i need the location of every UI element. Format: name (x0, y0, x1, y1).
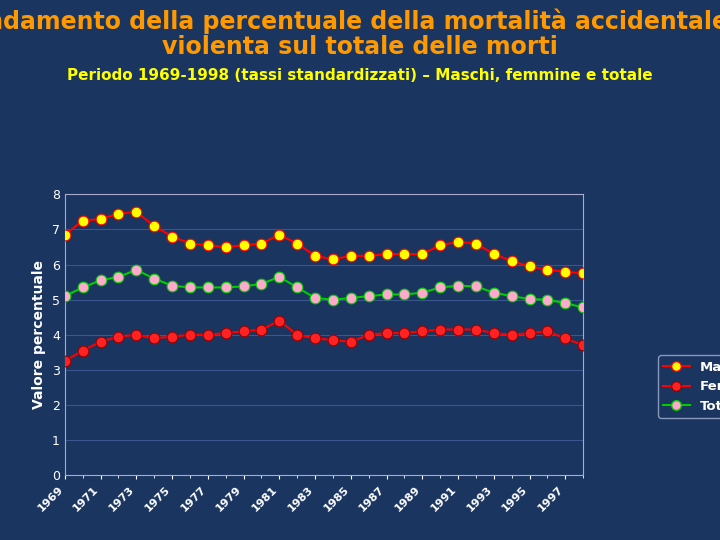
Point (130, 330, 142, 339)
Point (184, 283, 196, 292)
Point (363, 330, 374, 339)
Point (274, 273, 285, 281)
Point (77, 346, 89, 355)
Point (292, 330, 303, 339)
Point (59, 231, 71, 239)
Point (434, 283, 446, 292)
Point (310, 252, 321, 260)
Point (488, 249, 500, 258)
Point (506, 292, 518, 300)
Point (470, 325, 482, 334)
Point (577, 303, 589, 312)
Point (59, 357, 71, 366)
Point (345, 252, 356, 260)
Point (399, 290, 410, 299)
Point (541, 295, 553, 304)
Point (524, 295, 536, 303)
Point (310, 334, 321, 343)
Point (148, 334, 160, 343)
Point (524, 262, 536, 271)
Point (488, 288, 500, 297)
Point (220, 243, 231, 252)
Point (577, 341, 589, 350)
Y-axis label: Valore percentuale: Valore percentuale (32, 260, 46, 409)
Point (274, 231, 285, 239)
Point (541, 266, 553, 274)
Point (506, 330, 518, 339)
Point (238, 327, 249, 336)
Point (381, 329, 392, 338)
Point (166, 232, 178, 241)
Point (184, 239, 196, 248)
Point (488, 329, 500, 338)
Point (452, 281, 464, 290)
Point (310, 294, 321, 302)
Point (345, 338, 356, 346)
Point (399, 249, 410, 258)
Point (524, 329, 536, 338)
Legend: Maschi, Femmine, Totale: Maschi, Femmine, Totale (658, 355, 720, 418)
Point (148, 221, 160, 230)
Text: Andamento della percentuale della mortalità accidentale e: Andamento della percentuale della mortal… (0, 8, 720, 33)
Point (166, 281, 178, 290)
Point (77, 217, 89, 225)
Point (470, 239, 482, 248)
Point (417, 288, 428, 297)
Point (541, 327, 553, 336)
Point (470, 282, 482, 291)
Point (59, 292, 71, 300)
Point (112, 210, 124, 218)
Point (363, 292, 374, 300)
Point (184, 330, 196, 339)
Point (327, 255, 338, 264)
Point (95, 214, 107, 224)
Point (95, 276, 107, 285)
Point (256, 239, 267, 248)
Point (256, 280, 267, 288)
Text: violenta sul totale delle morti: violenta sul totale delle morti (162, 35, 558, 59)
Text: Periodo 1969-1998 (tassi standardizzati) – Maschi, femmine e totale: Periodo 1969-1998 (tassi standardizzati)… (67, 68, 653, 83)
Point (559, 334, 571, 343)
Point (559, 267, 571, 276)
Point (559, 299, 571, 307)
Point (112, 273, 124, 281)
Point (77, 283, 89, 292)
Point (345, 294, 356, 302)
Point (292, 283, 303, 292)
Point (417, 327, 428, 336)
Point (166, 332, 178, 341)
Point (148, 274, 160, 283)
Point (238, 282, 249, 291)
Point (434, 241, 446, 249)
Point (130, 207, 142, 216)
Point (327, 295, 338, 304)
Point (292, 239, 303, 248)
Point (381, 290, 392, 299)
Point (577, 269, 589, 278)
Point (256, 325, 267, 334)
Point (381, 249, 392, 258)
Point (327, 336, 338, 345)
Point (220, 329, 231, 338)
Point (202, 283, 214, 292)
Point (274, 316, 285, 325)
Point (399, 329, 410, 338)
Point (130, 266, 142, 274)
Point (238, 241, 249, 249)
Point (452, 238, 464, 246)
Point (95, 338, 107, 346)
Point (112, 332, 124, 341)
Point (363, 252, 374, 260)
Point (202, 330, 214, 339)
Point (220, 283, 231, 292)
Point (452, 325, 464, 334)
Point (202, 241, 214, 249)
Point (506, 257, 518, 266)
Point (417, 249, 428, 258)
Point (434, 325, 446, 334)
